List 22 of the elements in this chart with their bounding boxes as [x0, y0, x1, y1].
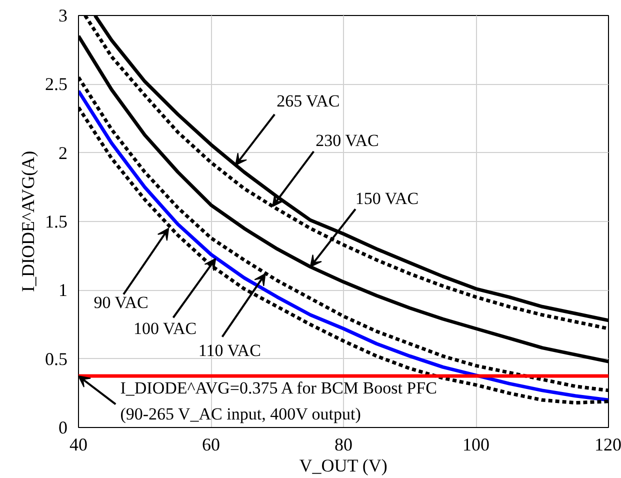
x-tick-label: 100	[462, 434, 490, 454]
y-tick-label: 2.5	[45, 74, 68, 94]
x-tick-label: 120	[594, 434, 621, 454]
annotation: 110 VAC	[198, 341, 261, 360]
x-axis-title: V_OUT (V)	[299, 456, 388, 476]
y-tick-label: 0	[58, 418, 68, 438]
annotation: 265 VAC	[276, 91, 340, 110]
annotation: (90-265 V_AC input, 400V output)	[120, 404, 361, 424]
annotation: 90 VAC	[94, 293, 148, 312]
y-tick-label: 1	[58, 280, 68, 300]
annotation: 230 VAC	[316, 131, 379, 150]
x-tick-label: 60	[202, 434, 220, 454]
annotation: I_DIODE^AVG=0.375 A for BCM Boost PFC	[120, 378, 437, 398]
y-axis-title: I_DIODE^AVG(A)	[18, 150, 38, 292]
annotation: 100 VAC	[133, 319, 197, 338]
x-tick-label: 40	[70, 434, 88, 454]
x-tick-label: 80	[334, 434, 352, 454]
y-tick-label: 1.5	[45, 212, 68, 232]
annotation: 150 VAC	[355, 188, 419, 208]
y-tick-label: 0.5	[45, 348, 68, 369]
y-tick-label: 3	[58, 6, 68, 26]
y-tick-label: 2	[58, 142, 68, 163]
